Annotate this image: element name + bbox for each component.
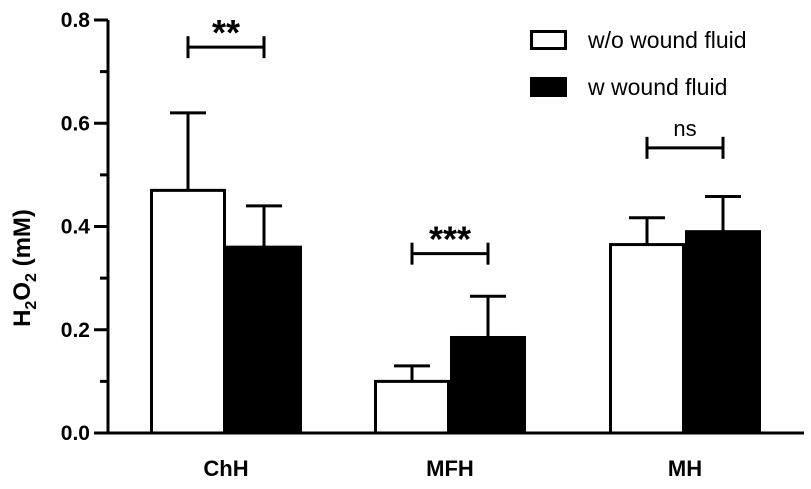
bar [609, 243, 685, 435]
y-tick-label: 0.4 [61, 216, 91, 239]
y-axis-title: H2O2 (mM) [9, 209, 40, 327]
legend-label: w/o wound fluid [587, 27, 747, 53]
legend-swatch [530, 30, 567, 50]
plot-area [150, 111, 761, 435]
significance-label: ** [212, 12, 240, 53]
x-category-label: MFH [426, 456, 474, 481]
y-axis: 0.0 0.2 0.4 0.6 0.8 [61, 9, 110, 445]
significance-brackets: *****ns [186, 12, 725, 265]
legend-swatch [530, 77, 567, 97]
y-tick-label: 0.0 [61, 422, 90, 445]
y-tick-label: 0.6 [61, 112, 90, 135]
y-tick-label: 0.8 [61, 9, 91, 32]
significance-label: *** [429, 219, 471, 260]
significance-label: ns [673, 116, 696, 141]
y-tick-label: 0.2 [61, 319, 90, 342]
x-category-label: MH [668, 456, 702, 481]
bar [374, 379, 450, 435]
bar [450, 335, 526, 435]
x-axis: ChH MFH MH [106, 431, 804, 481]
x-category-label: ChH [203, 456, 248, 481]
bar [226, 245, 302, 435]
legend-label: w wound fluid [587, 74, 727, 100]
bar [685, 230, 761, 435]
legend: w/o wound fluid w wound fluid [530, 27, 747, 100]
bar [150, 188, 226, 435]
